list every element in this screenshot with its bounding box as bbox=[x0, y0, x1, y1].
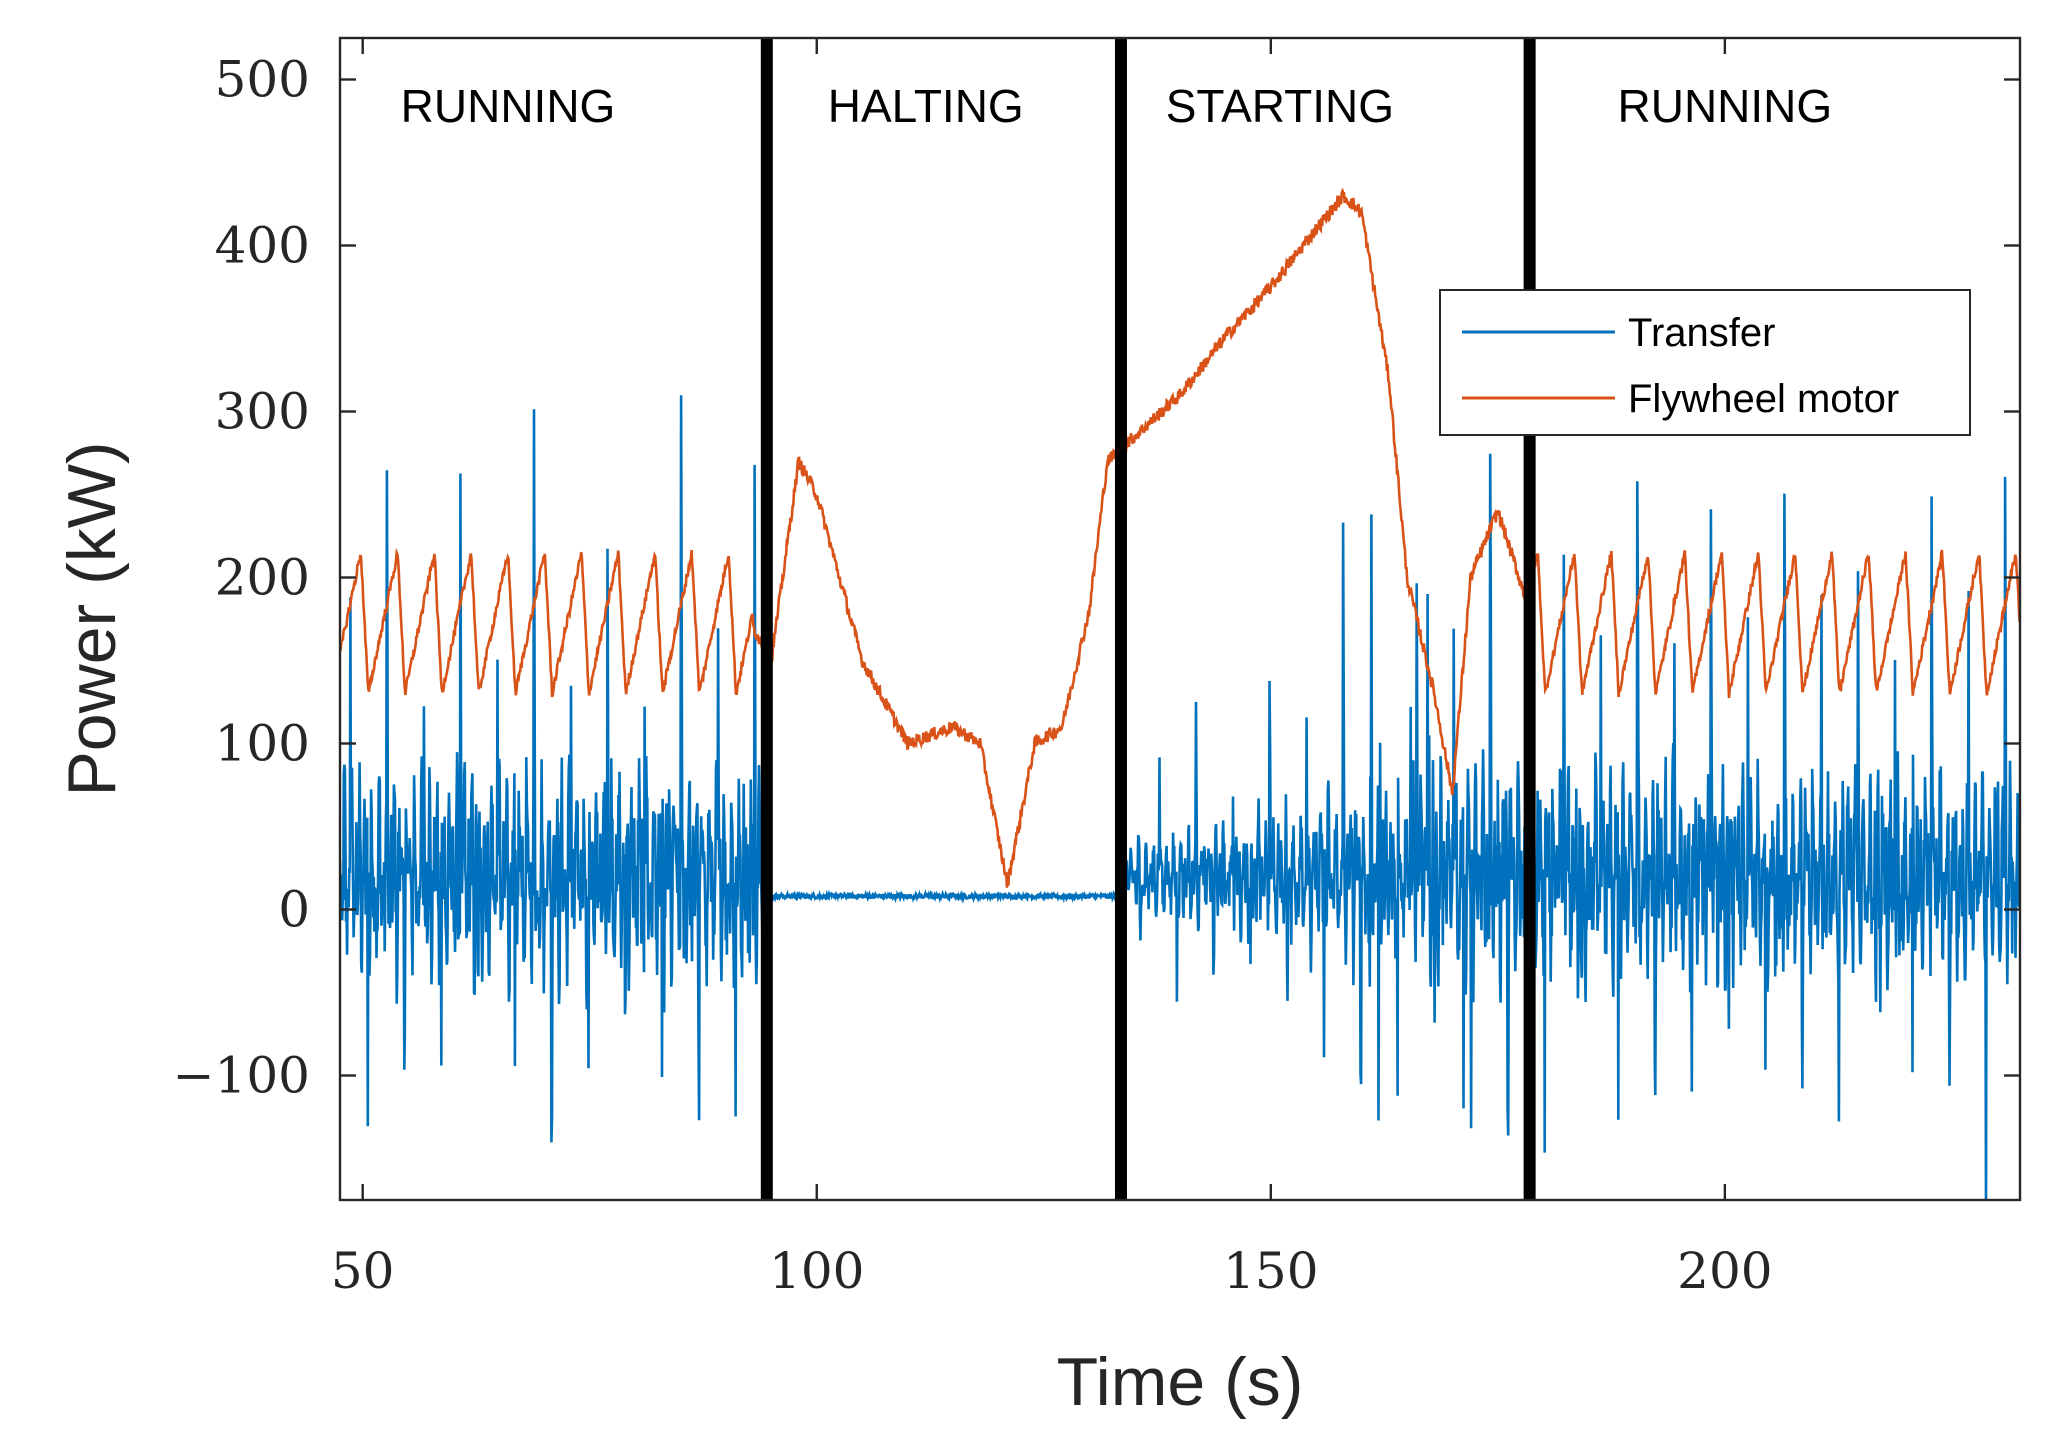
y-tick-label-3: 200 bbox=[215, 549, 310, 607]
axes-frame bbox=[338, 36, 2022, 1202]
legend-box bbox=[1439, 289, 1971, 436]
legend: Transfer Flywheel motor bbox=[1439, 289, 1971, 436]
phase-label-1: RUNNING bbox=[401, 80, 616, 132]
y-tick-label-6: 500 bbox=[215, 51, 310, 109]
y-tick-label-0: −100 bbox=[173, 1047, 310, 1105]
legend-label-transfer: Transfer bbox=[1628, 311, 1775, 355]
x-tick-label-200: 200 bbox=[1677, 1242, 1772, 1300]
series-transfer-line bbox=[340, 395, 2020, 1200]
x-tick-label-150: 150 bbox=[1223, 1242, 1318, 1300]
axes bbox=[338, 36, 2022, 1202]
axis-ticks: 50 100 150 200 −100 0 100 200 300 400 500 bbox=[173, 38, 2020, 1300]
legend-label-flywheel-motor: Flywheel motor bbox=[1628, 377, 1899, 421]
series-flywheel-motor-line bbox=[340, 187, 2020, 888]
phase-label-2: HALTING bbox=[828, 80, 1024, 132]
phase-label-3: STARTING bbox=[1166, 80, 1394, 132]
phase-label-4: RUNNING bbox=[1618, 80, 1833, 132]
x-tick-label-100: 100 bbox=[769, 1242, 864, 1300]
y-axis-title: Power (kW) bbox=[54, 441, 130, 796]
phase-boundaries bbox=[760, 38, 1536, 1200]
y-tick-label-1: 0 bbox=[278, 881, 310, 939]
y-tick-label-2: 100 bbox=[215, 715, 310, 773]
phase-labels: RUNNING HALTING STARTING RUNNING bbox=[401, 80, 1833, 132]
x-tick-label-50: 50 bbox=[331, 1242, 395, 1300]
plot-area bbox=[340, 187, 2020, 1200]
y-tick-label-4: 300 bbox=[215, 383, 310, 441]
y-tick-label-5: 400 bbox=[215, 217, 310, 275]
x-axis-title: Time (s) bbox=[1057, 1344, 1304, 1420]
